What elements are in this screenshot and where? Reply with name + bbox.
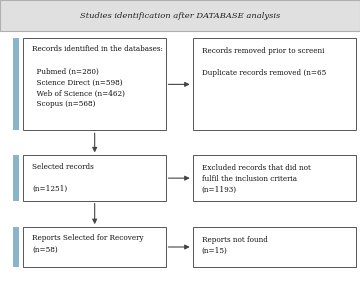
Text: Records removed prior to screeni

Duplicate records removed (n=65: Records removed prior to screeni Duplica… (202, 47, 326, 77)
Text: Reports Selected for Recovery
(n=58): Reports Selected for Recovery (n=58) (32, 234, 144, 253)
FancyBboxPatch shape (13, 227, 19, 267)
FancyBboxPatch shape (193, 38, 356, 130)
FancyBboxPatch shape (193, 155, 356, 201)
Text: Selected records

(n=1251): Selected records (n=1251) (32, 163, 94, 193)
FancyBboxPatch shape (23, 155, 166, 201)
FancyBboxPatch shape (0, 0, 360, 31)
Text: Excluded records that did not
fulfil the inclusion criteria
(n=1193): Excluded records that did not fulfil the… (202, 164, 310, 194)
Text: Records identified in the databases:

  Pubmed (n=280)
  Science Direct (n=598)
: Records identified in the databases: Pub… (32, 45, 163, 108)
FancyBboxPatch shape (13, 155, 19, 201)
FancyBboxPatch shape (193, 227, 356, 267)
FancyBboxPatch shape (23, 38, 166, 130)
FancyBboxPatch shape (13, 38, 19, 130)
Text: Studies identification after DATABASE analysis: Studies identification after DATABASE an… (80, 12, 280, 20)
Text: Reports not found
(n=15): Reports not found (n=15) (202, 236, 267, 255)
FancyBboxPatch shape (23, 227, 166, 267)
